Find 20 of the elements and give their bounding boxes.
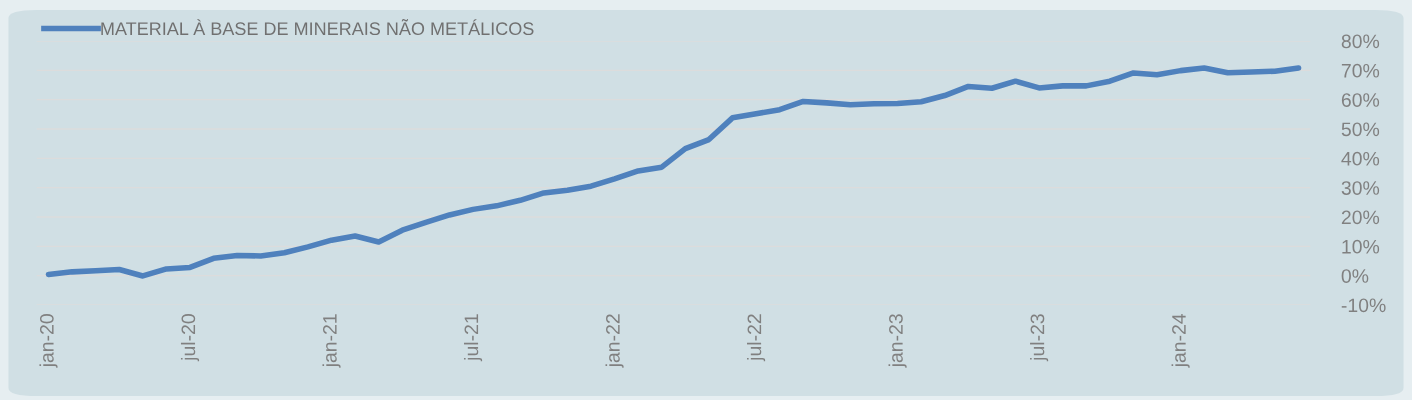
y-tick-label: 40% [1341,151,1380,166]
y-tick-label: 50% [1341,122,1380,137]
x-tick-label: jan-24 [1171,313,1190,368]
x-tick-label: jan-20 [39,314,58,368]
y-tick-label: 20% [1341,210,1380,225]
x-tick-label: jan-23 [888,314,907,368]
x-tick-label: jul-23 [1030,314,1049,362]
legend-label: MATERIAL À BASE DE MINERAIS NÃO METÁLICOS [101,19,534,36]
x-tick-label: jul-21 [463,314,483,362]
x-tick-label: jul-22 [747,314,766,362]
y-tick-label: 70% [1341,63,1380,78]
y-tick-label: -10% [1341,298,1386,313]
y-tick-label: 10% [1342,239,1380,254]
y-tick-label: 80% [1341,34,1380,49]
x-tick-label: jan-22 [605,314,624,368]
x-tick-label: jul-20 [180,314,200,362]
y-tick-label: 0% [1341,269,1369,283]
y-tick-label: 60% [1341,93,1380,107]
x-tick-label: jan-21 [322,314,341,368]
y-tick-label: 30% [1341,181,1380,195]
